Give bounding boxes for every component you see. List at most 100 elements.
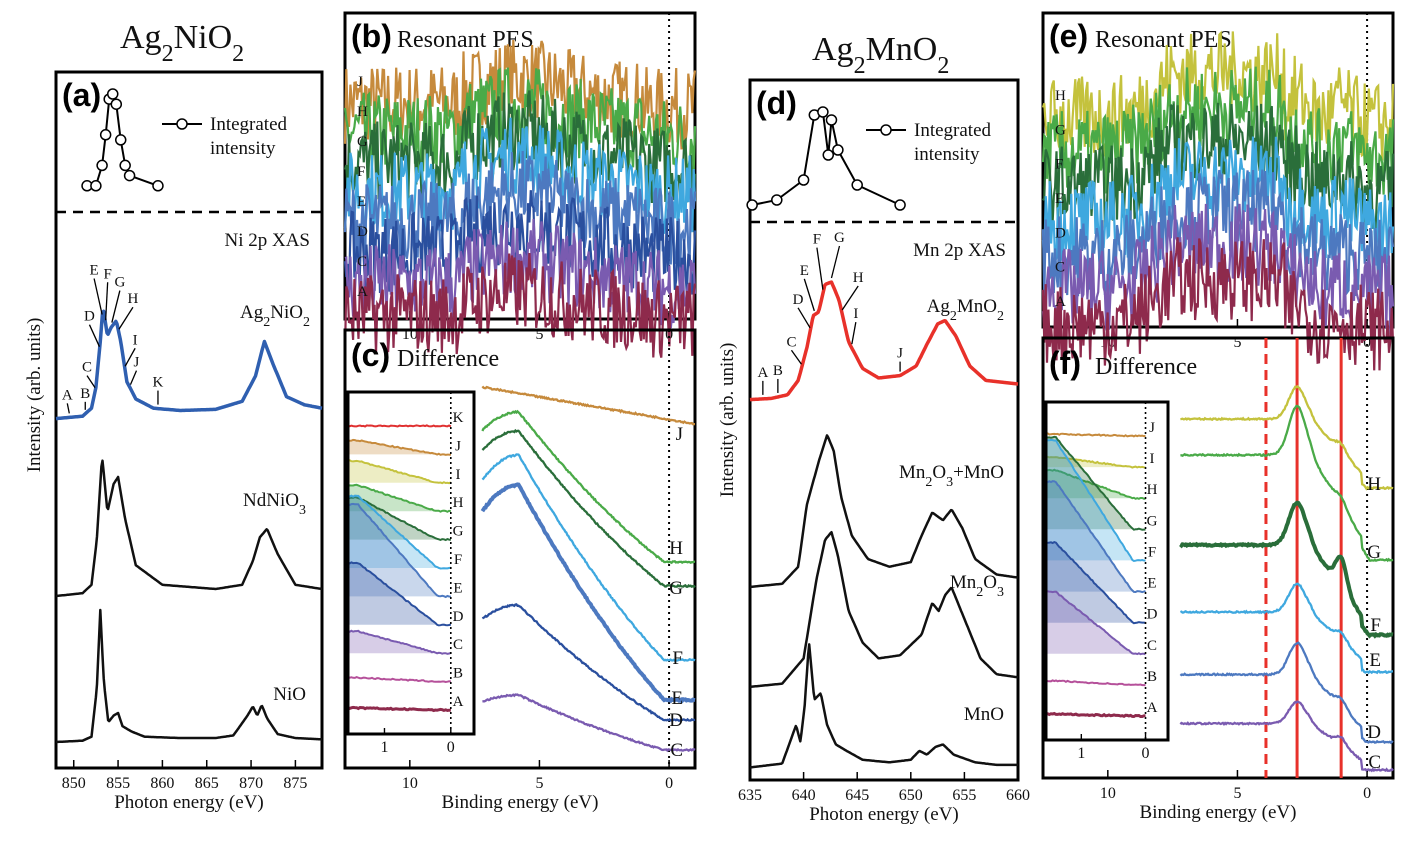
inset-tick-label: 1 (1077, 745, 1085, 762)
curve-label: E (357, 194, 366, 210)
panel-label: (d) (756, 85, 797, 121)
inset-fill (1046, 439, 1146, 561)
x-tick-label: 0 (1363, 785, 1371, 802)
inset-curve-label: I (456, 467, 461, 483)
marker-label: E (800, 263, 809, 279)
spectrum-label: Ag2NiO2 (240, 302, 310, 330)
subscript: 3 (299, 503, 306, 518)
curve-label: J (676, 424, 683, 445)
inset-point (110, 98, 123, 110)
inset-curve (1045, 438, 1146, 563)
curve-label: A (357, 284, 368, 300)
x-tick-label: 645 (845, 787, 869, 804)
panel-title: Difference (1095, 354, 1197, 380)
spectrum-ndnio3 (55, 459, 323, 598)
marker-label: F (813, 232, 821, 248)
panel-label: (a) (62, 77, 101, 113)
marker-tick (790, 349, 802, 365)
text-part: Ag (240, 302, 264, 323)
curve-label: C (670, 740, 683, 761)
inset-curve-label: F (1148, 544, 1156, 560)
inset-point (114, 134, 127, 146)
inset-curve (1045, 541, 1146, 625)
inset-curve (347, 676, 451, 684)
title-ag2nio2: Ag2NiO2 (120, 19, 244, 67)
inset-curve (1045, 679, 1146, 687)
inset-curve-label: I (1150, 451, 1155, 467)
marker-tick (124, 347, 136, 367)
marker-tick (86, 375, 96, 389)
text-part: MnO (957, 296, 997, 317)
marker-tick (93, 278, 103, 315)
text-part: Ag (927, 296, 951, 317)
subscript: 2 (263, 315, 270, 330)
difference-curve-j (481, 385, 695, 426)
pes-curve-a (1041, 237, 1395, 371)
spectrum-label: NiO (273, 684, 306, 705)
marker-label: K (153, 375, 164, 391)
inset-tick-label: 0 (1142, 745, 1150, 762)
curve-label: J (357, 74, 363, 90)
difference-curve-f (1179, 500, 1394, 639)
curve-label: D (357, 224, 368, 240)
inset-point (106, 88, 119, 100)
difference-curve-f (481, 453, 696, 663)
spectrum-ag2mno2 (749, 280, 1019, 402)
curve-label: D (1055, 225, 1066, 241)
text-part: O (983, 572, 997, 593)
panel-title: Difference (397, 346, 499, 372)
text-part: NiO (270, 302, 303, 323)
curve-label: F (1370, 615, 1381, 636)
text-part: Mn (899, 462, 926, 483)
curve-label: F (357, 164, 365, 180)
marker-label: J (134, 355, 140, 371)
inset-tick-label: 0 (447, 739, 455, 756)
subscript: 3 (946, 475, 953, 490)
marker-label: G (834, 230, 845, 246)
legend-marker (880, 124, 892, 136)
x-tick-label: 5 (535, 775, 543, 792)
difference-curve-g (1180, 404, 1394, 563)
marker-label: I (853, 306, 858, 322)
marker-label: D (793, 292, 804, 308)
legend-line-1: Integrated (210, 114, 288, 135)
inset-curve (347, 438, 451, 456)
curve-label: H (1367, 474, 1381, 495)
inset-curve (1045, 480, 1146, 594)
inset-curve (347, 459, 452, 485)
inset-curve-label: E (453, 580, 462, 596)
inset-curve-label: G (1147, 513, 1158, 529)
pes-curve-a (343, 252, 697, 358)
inset-curve-label: J (455, 438, 461, 454)
curve-label: E (671, 688, 683, 709)
panel-frame (1041, 336, 1395, 780)
inset-curve-label: F (454, 552, 462, 568)
marker-tick (105, 282, 109, 321)
curve-label: E (1055, 191, 1064, 207)
inset-curve-label: D (1147, 607, 1158, 623)
inset-frame (346, 390, 476, 736)
inset-curve (347, 494, 451, 570)
inset-curve (347, 496, 451, 542)
inset-point (99, 129, 112, 141)
inset-line (751, 110, 901, 206)
x-tick-label: 5 (1233, 785, 1241, 802)
inset-point (152, 180, 164, 192)
x-tick-label: 0 (1363, 334, 1371, 351)
spectrum-label: NdNiO3 (243, 490, 306, 518)
spectrum-nio (55, 608, 323, 744)
legend-line-2: intensity (210, 138, 276, 159)
subscript: 2 (303, 315, 310, 330)
text-part: MnO (964, 462, 1004, 483)
spectrum-mn2o3mno (749, 434, 1019, 589)
marker-label: F (103, 266, 111, 282)
curve-label: C (1055, 260, 1065, 276)
marker-tick (66, 403, 70, 414)
x-tick-label: 650 (899, 787, 923, 804)
spectrum-mn2o3 (749, 530, 1019, 689)
curve-label: C (1368, 752, 1381, 773)
x-tick-label: 865 (195, 775, 219, 792)
legend-marker (176, 118, 188, 130)
